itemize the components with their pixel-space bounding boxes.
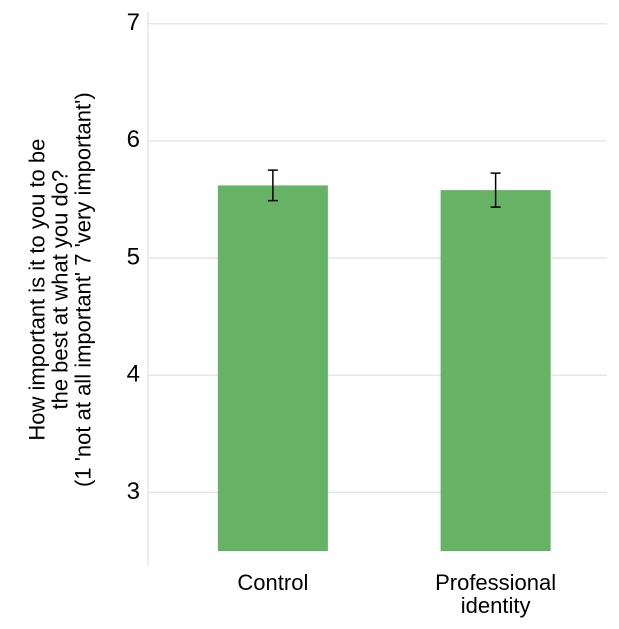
y-tick-label: 7 — [127, 9, 140, 36]
y-axis-label: How important is it to you to be the bes… — [24, 92, 96, 487]
y-tick-label: 4 — [127, 361, 140, 388]
error-bar — [490, 172, 501, 208]
y-tick-label: 6 — [127, 126, 140, 153]
x-tick-label: Control — [237, 570, 309, 595]
y-tick-label: 3 — [127, 478, 140, 505]
bar — [217, 185, 328, 551]
x-tick-label: Professional identity — [435, 570, 557, 619]
y-tick-label: 5 — [127, 243, 140, 270]
bar — [440, 190, 551, 551]
error-bar — [267, 169, 278, 202]
